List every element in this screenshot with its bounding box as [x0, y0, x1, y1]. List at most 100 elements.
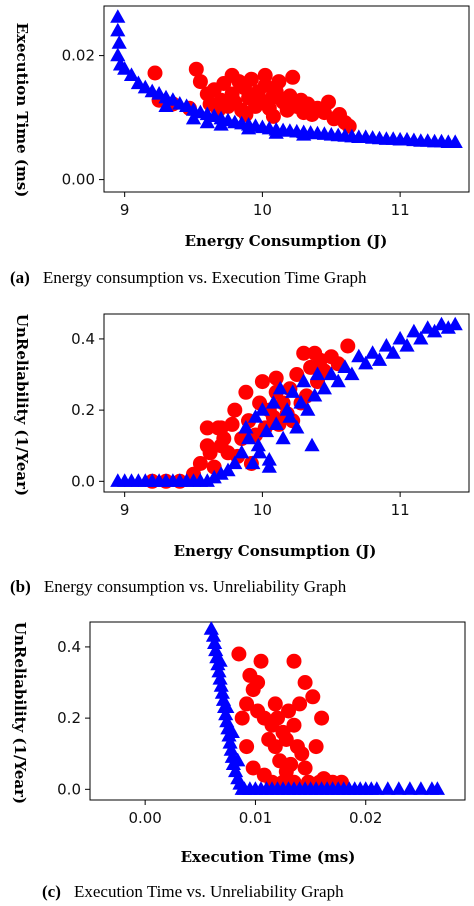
panel-c-circle-point-36 — [267, 696, 283, 712]
panel-c-y-tick-label-2: 0.4 — [57, 638, 81, 656]
panel-b-triangle-point-40 — [309, 366, 326, 381]
panel-b-y-tick-label-1: 0.2 — [71, 401, 95, 419]
panel-b-triangle-point-25 — [258, 423, 275, 438]
panel-c-x-tick-label-0: 0.00 — [128, 809, 161, 827]
panel-b-triangle-point-37 — [300, 402, 316, 416]
panel-a-triangle-point-60 — [199, 114, 215, 129]
panel-c-circle-point-10 — [281, 703, 296, 719]
panel-c-triangle-point-7 — [212, 671, 228, 685]
panel-b-caption-letter: (b) — [10, 577, 31, 596]
panel-c-circle-point-11 — [286, 717, 302, 733]
panel-b-circle-point-5 — [199, 420, 215, 436]
panel-a-x-tick-label-1: 10 — [253, 201, 272, 219]
panel-b-triangle-point-27 — [265, 395, 281, 409]
panel-b-x-ticks: 9 10 11 — [120, 492, 410, 519]
panel-b-x-tick-label-1: 10 — [253, 501, 272, 519]
panel-c-triangle-point-50 — [391, 781, 407, 795]
panel-b-y-tick-label-2: 0.4 — [71, 330, 95, 348]
panel-a-triangle-point-55 — [185, 110, 202, 125]
panel-a-circle-point-18 — [243, 71, 259, 87]
panel-b-x-tick-label-2: 11 — [391, 501, 410, 519]
panel-b-triangle-point-35 — [293, 395, 309, 409]
panel-c-triangle-point-52 — [413, 781, 429, 795]
panel-b-triangle-point-49 — [371, 352, 388, 366]
panel-a-triangle-point-57 — [241, 120, 257, 135]
panel-b-triangle-point-44 — [337, 359, 353, 373]
panel-b-triangle-point-17 — [227, 455, 243, 470]
panel-b-triangle-point-36 — [296, 373, 312, 388]
panel-b-triangle-point-38 — [304, 437, 320, 452]
panel-b-triangle-point-42 — [323, 366, 339, 381]
panel-b-circle-point-13 — [227, 402, 243, 418]
panel-a-y-tick-label-0: 0.00 — [62, 171, 95, 189]
panel-c-caption: (c) Execution Time vs. Unreliability Gra… — [42, 882, 344, 901]
panel-c-series-triangle — [203, 621, 445, 795]
panel-b-triangle-point-21 — [245, 455, 261, 470]
panel-c-caption-letter: (c) — [42, 882, 61, 901]
panel-a-x-tick-label-2: 11 — [391, 201, 410, 219]
panel-a-circle-point-38 — [321, 94, 336, 110]
panel-b-triangle-point-51 — [385, 345, 401, 359]
panel-c-circle-point-1 — [253, 653, 269, 669]
panel-b-triangle-point-39 — [307, 387, 323, 402]
panel-a-circle-point-26 — [271, 74, 287, 90]
panel-a-triangle-point-58 — [268, 125, 284, 139]
panel-b-triangle-point-14 — [206, 469, 222, 484]
panel-c-triangle-point-8 — [213, 678, 229, 692]
panel-c-circle-point-39 — [278, 764, 294, 779]
panel-a-x-axis-title: Energy Consumption (J) — [185, 232, 388, 250]
panel-b-triangle-point-43 — [330, 373, 346, 388]
panel-a-caption-text: Energy consumption vs. Execution Time Gr… — [43, 268, 367, 287]
panel-c-circle-point-35 — [250, 675, 266, 690]
panel-b-triangle-point-50 — [378, 338, 394, 352]
panel-b-triangle-point-47 — [358, 355, 374, 370]
panel-a-triangle-point-0 — [110, 9, 126, 23]
panel-c-circle-point-16 — [294, 746, 310, 762]
panel-c-circle-point-37 — [292, 696, 308, 712]
panel-c-circle-point-19 — [297, 760, 313, 776]
panel-c-triangle-point-55 — [219, 699, 235, 713]
panel-c-triangle-point-3 — [208, 642, 224, 657]
panel-b-triangle-point-33 — [285, 384, 301, 398]
panel-b-triangle-point-53 — [399, 338, 415, 352]
panel-c-x-ticks: 0.00 0.01 0.02 — [128, 800, 382, 827]
panel-c-y-ticks: 0.0 0.2 0.4 — [57, 638, 90, 798]
panel-c-caption-text: Execution Time vs. Unreliability Graph — [74, 882, 344, 901]
panel-a-series-triangle — [110, 9, 463, 148]
panel-b-circle-point-46 — [199, 438, 215, 454]
panel-a-triangle-point-54 — [158, 98, 174, 112]
panel-b-circle-point-7 — [206, 459, 222, 475]
panel-c-triangle-point-51 — [402, 781, 418, 795]
panel-c-circle-point-33 — [245, 760, 261, 776]
panel-a-y-tick-label-1: 0.02 — [62, 47, 95, 65]
panel-a-caption: (a) Energy consumption vs. Execution Tim… — [10, 268, 367, 287]
panel-c: 0.00 0.01 0.02 0.0 0.2 0.4 Execution Time (m… — [11, 621, 466, 901]
panel-a-circle-point-30 — [285, 69, 301, 85]
panel-b-triangle-point-55 — [413, 330, 429, 345]
panel-b-triangle-point-57 — [427, 323, 443, 338]
panel-c-triangle-point-54 — [429, 781, 445, 795]
panel-b-x-axis-title: Energy Consumption (J) — [174, 542, 377, 560]
panel-c-circle-point-29 — [297, 675, 313, 690]
panel-b-triangle-point-23 — [250, 437, 266, 452]
panel-c-circle-point-32 — [239, 739, 255, 755]
panel-b-triangle-point-48 — [365, 345, 381, 359]
panel-b-triangle-point-41 — [316, 380, 332, 395]
panel-b-circle-point-33 — [296, 345, 312, 361]
panel-c-circle-point-40 — [316, 771, 332, 787]
panel-c-y-tick-label-0: 0.0 — [57, 780, 81, 798]
panel-a-y-axis-title: Execution Time (ms) — [13, 23, 31, 198]
panel-c-triangle-point-2 — [207, 635, 223, 649]
panel-b-triangle-point-59 — [440, 320, 456, 334]
panel-c-triangle-point-6 — [211, 663, 227, 678]
panel-a-triangle-point-56 — [213, 117, 229, 131]
panel-b-triangle-point-52 — [392, 330, 408, 345]
panel-c-triangle-point-1 — [205, 628, 222, 642]
panel-c-x-axis-title: Execution Time (ms) — [181, 848, 356, 866]
panel-b-caption-text: Energy consumption vs. Unreliability Gra… — [44, 577, 347, 596]
panel-b-triangle-point-16 — [220, 462, 236, 477]
panel-b-y-axis-title: UnReliability (1/Year) — [13, 314, 31, 496]
panel-b-triangle-point-45 — [344, 366, 360, 381]
panel-a-triangle-point-1 — [110, 22, 126, 37]
panel-a-triangle-point-2 — [111, 35, 127, 49]
